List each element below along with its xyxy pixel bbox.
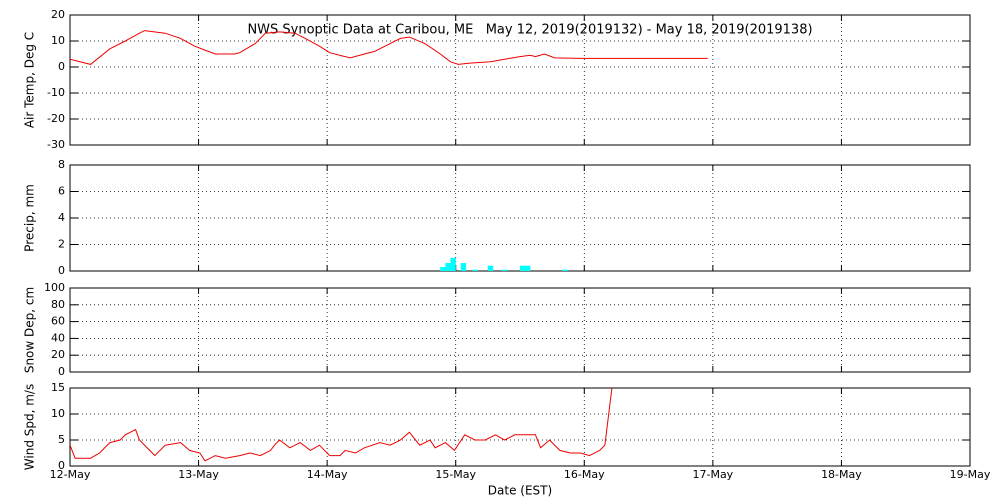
bar: [460, 263, 467, 271]
y-tick-label: 0: [58, 264, 65, 277]
plot-area: [70, 388, 613, 462]
x-tick-label: 12-May: [50, 468, 91, 481]
y-tick-label: 10: [51, 407, 65, 420]
x-axis-label: Date (EST): [488, 484, 552, 498]
y-tick-label: 100: [44, 281, 65, 294]
x-tick-label: 14-May: [307, 468, 348, 481]
y-tick-label: 40: [51, 331, 65, 344]
x-tick-label: 18-May: [821, 468, 862, 481]
plot-frame: [69, 387, 971, 467]
x-tick-label: 19-May: [950, 468, 991, 481]
y-tick-label: 6: [58, 185, 65, 198]
y-tick-label: -30: [47, 138, 65, 151]
y-tick-label: 8: [58, 158, 65, 171]
bar: [445, 263, 451, 271]
x-tick-label: 13-May: [178, 468, 219, 481]
plot-frame: [69, 287, 971, 373]
bar: [562, 269, 568, 271]
y-axis-label: Wind Spd, m/s: [23, 384, 37, 470]
bar: [472, 269, 478, 271]
x-tick-label: 15-May: [435, 468, 476, 481]
bar: [501, 269, 508, 271]
y-tick-label: -20: [47, 112, 65, 125]
y-tick-label: 20: [51, 348, 65, 361]
bar: [440, 267, 446, 271]
bar: [450, 257, 456, 271]
y-tick-label: 20: [51, 8, 65, 21]
y-axis-label: Air Temp, Deg C: [23, 32, 37, 128]
bar: [487, 265, 494, 271]
data-line: [70, 388, 613, 462]
bar: [519, 265, 526, 271]
y-tick-label: 10: [51, 34, 65, 47]
bar: [525, 265, 531, 271]
y-tick-label: 15: [51, 381, 65, 394]
y-tick-label: 5: [58, 433, 65, 446]
y-tick-label: -10: [47, 86, 65, 99]
y-tick-label: 4: [58, 211, 65, 224]
plot-area: [70, 30, 708, 65]
x-tick-label: 17-May: [692, 468, 733, 481]
y-tick-label: 2: [58, 238, 65, 251]
y-tick-label: 0: [58, 459, 65, 472]
y-tick-label: 0: [58, 365, 65, 378]
plot-area: [440, 257, 568, 271]
y-axis-label: Precip, mm: [23, 184, 37, 252]
y-tick-label: 60: [51, 315, 65, 328]
y-tick-label: 80: [51, 298, 65, 311]
chart-title: NWS Synoptic Data at Caribou, ME May 12,…: [247, 23, 812, 38]
y-axis-label: Snow Dep, cm: [23, 287, 37, 373]
x-tick-label: 16-May: [564, 468, 605, 481]
y-tick-label: 0: [58, 60, 65, 73]
plot-frame: [69, 14, 971, 146]
data-line: [70, 30, 708, 65]
